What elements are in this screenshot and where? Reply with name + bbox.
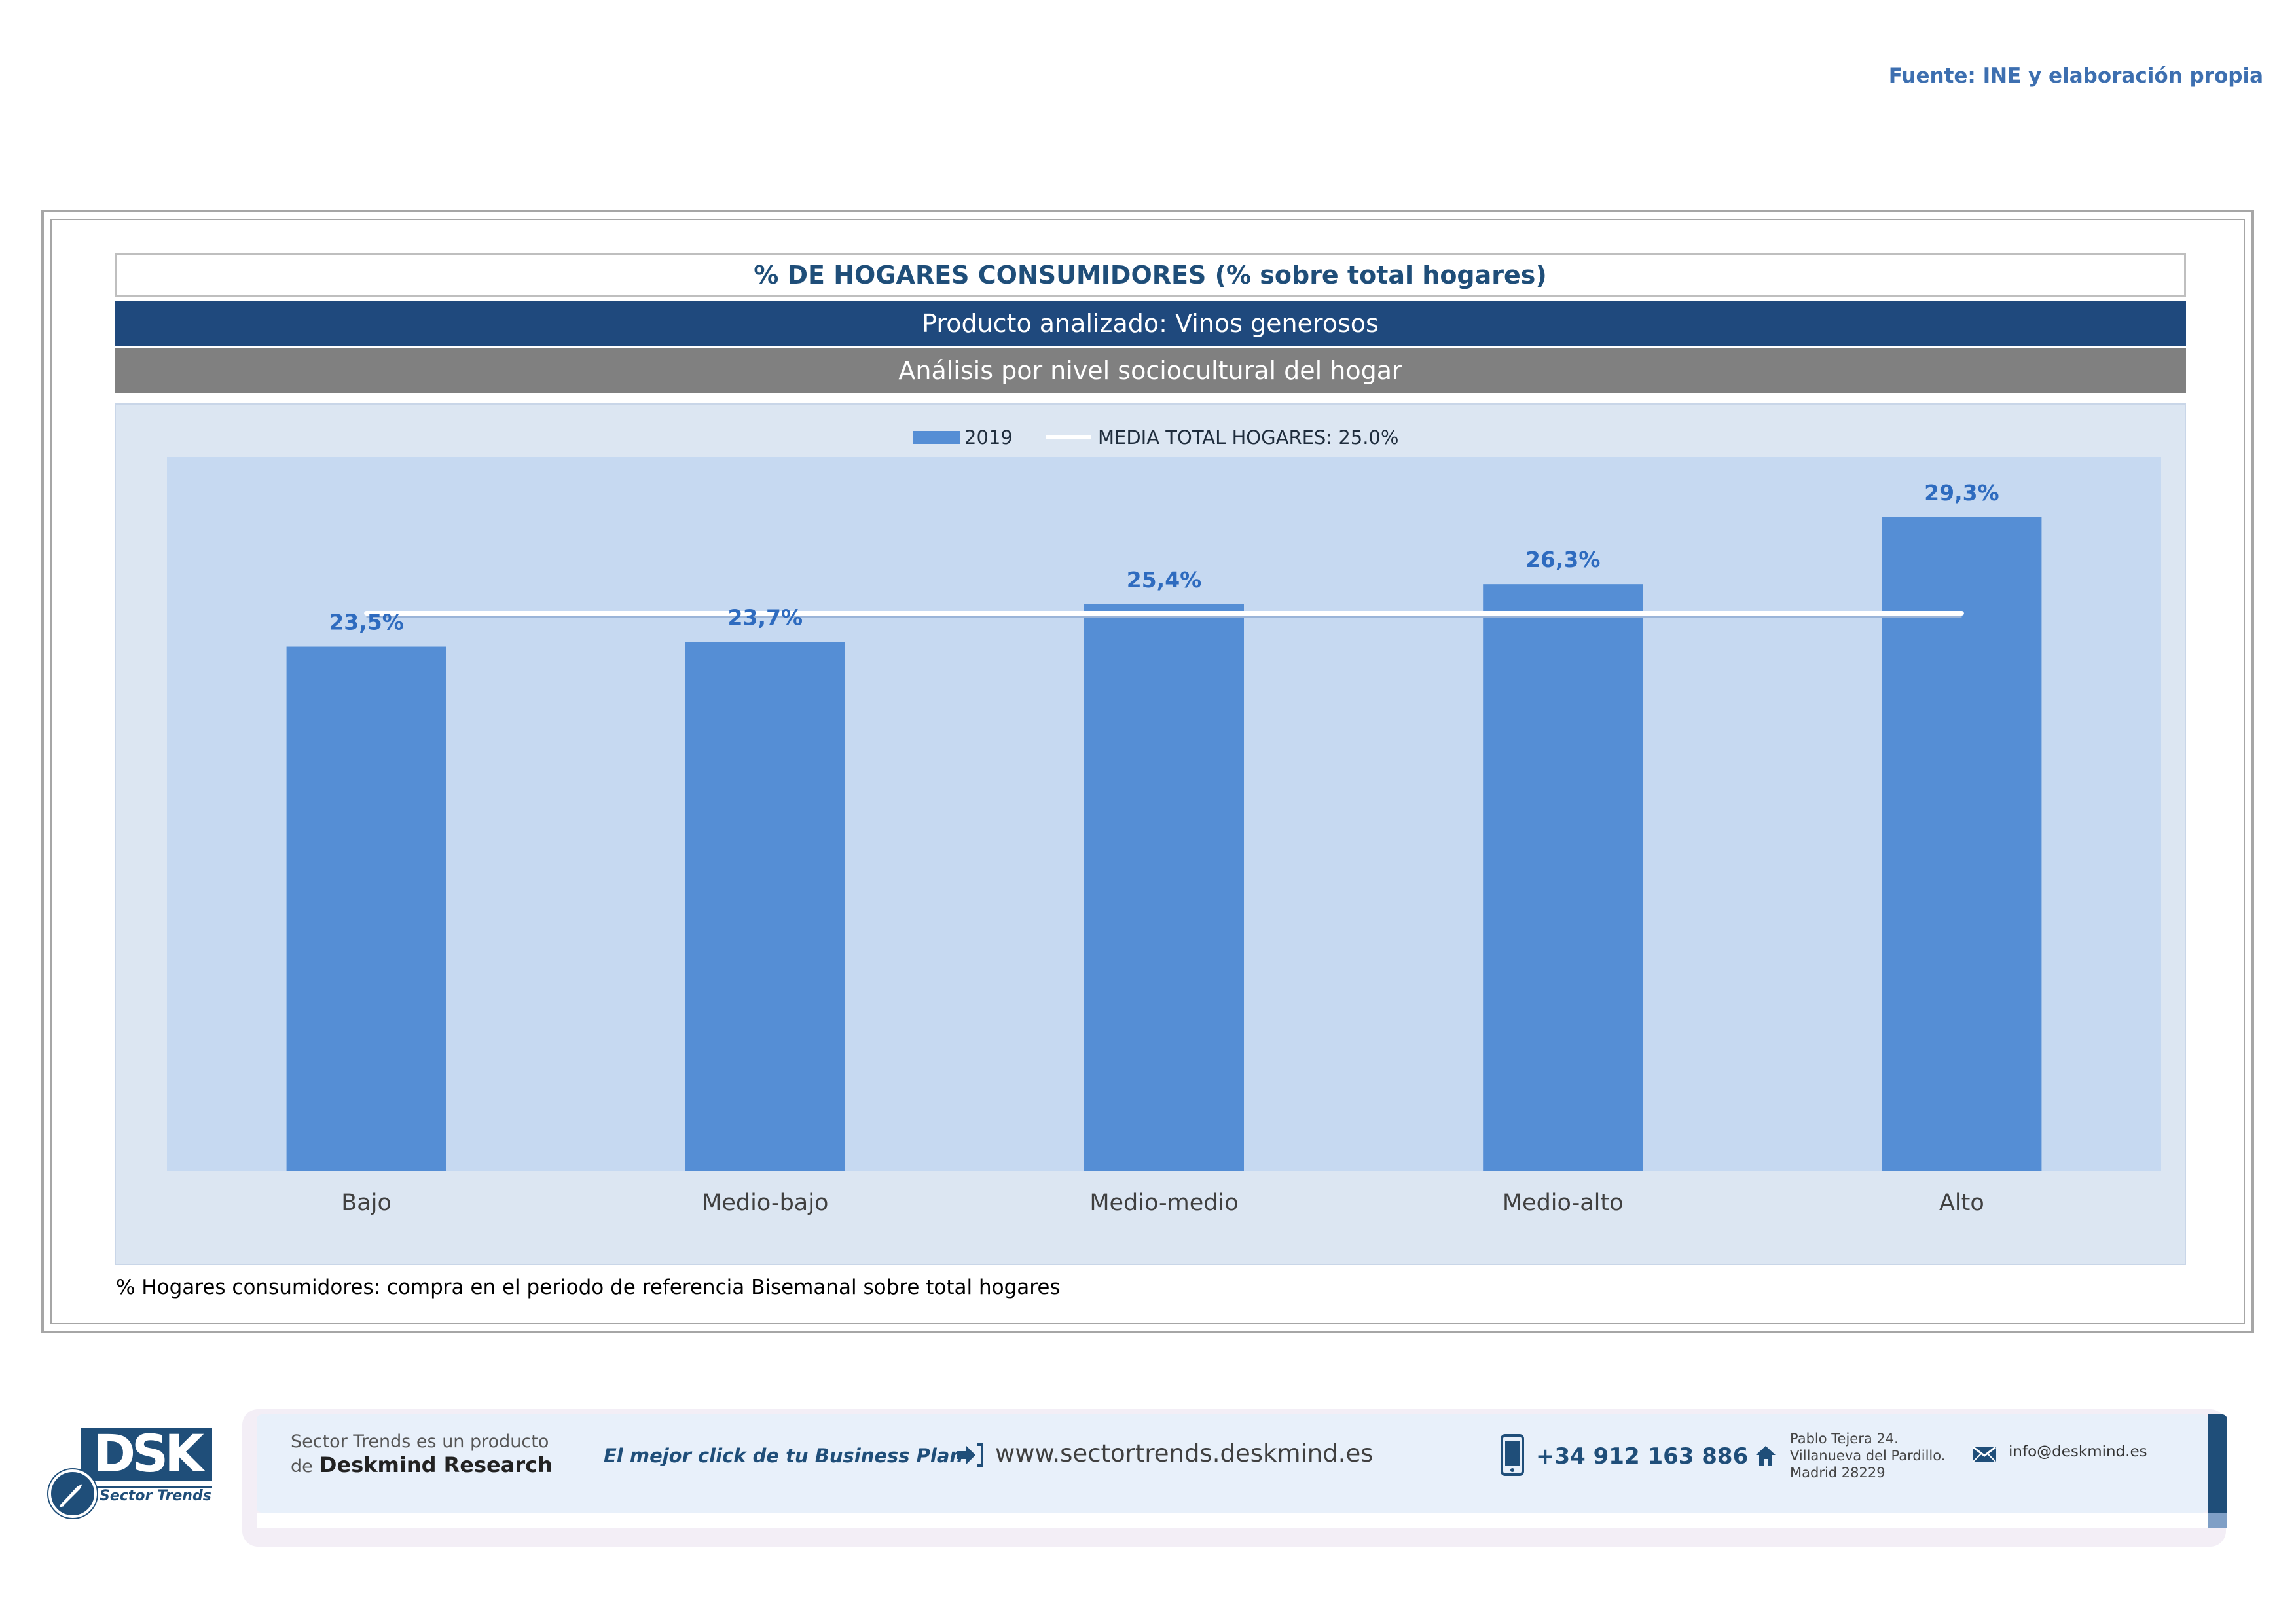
logo-subtitle: Sector Trends (100, 1488, 211, 1504)
legend-label-average: MEDIA TOTAL HOGARES: 25.0% (1098, 426, 1398, 449)
legend-label-2019: 2019 (964, 426, 1013, 449)
rocket-icon (48, 1469, 97, 1518)
banner-de: de (291, 1456, 313, 1477)
value-label-alto: 29,3% (1924, 480, 1999, 506)
chart-legend: 2019 MEDIA TOTAL HOGARES: 25.0% (913, 426, 1398, 449)
logo-wordmark: DSK (81, 1425, 212, 1484)
report-inner-frame (50, 219, 2245, 1324)
arrow-in-icon (956, 1441, 985, 1469)
banner-right-accent (2208, 1414, 2227, 1513)
address-line-2: Villanueva del Pardillo. (1790, 1448, 1946, 1464)
category-label-medio-medio: Medio-medio (1089, 1190, 1238, 1216)
banner-slogan: El mejor click de tu Business Plan (604, 1445, 964, 1467)
website-link[interactable]: www.sectortrends.deskmind.es (995, 1439, 1374, 1467)
source-note: Fuente: INE y elaboración propia (1888, 64, 2263, 88)
banner-right-accent-low (2208, 1513, 2227, 1528)
banner-intro-line: Sector Trends es un producto (291, 1431, 549, 1452)
banner-brand: Deskmind Research (319, 1452, 553, 1477)
footnote: % Hogares consumidores: compra en el per… (116, 1276, 1061, 1299)
product-header: Producto analizado: Vinos generosos (115, 301, 2186, 346)
bar-medio-alto (1483, 584, 1643, 1171)
report-frame: % DE HOGARES CONSUMIDORES (% sobre total… (41, 210, 2254, 1333)
chart-title: % DE HOGARES CONSUMIDORES (% sobre total… (115, 253, 2186, 297)
footer-banner: DSK Sector Trends Sector Trends es un pr… (0, 1401, 2296, 1552)
analysis-header: Análisis por nivel sociocultural del hog… (115, 348, 2186, 393)
address-line-3: Madrid 28229 (1790, 1465, 1886, 1481)
banner-body (257, 1414, 2208, 1513)
bar-bajo (286, 646, 446, 1171)
value-label-bajo: 23,5% (329, 610, 403, 635)
bar-medio-bajo (685, 642, 845, 1171)
phone-icon (1499, 1434, 1525, 1476)
phone-number[interactable]: +34 912 163 886 (1536, 1443, 1749, 1469)
category-label-medio-alto: Medio-alto (1503, 1190, 1624, 1216)
mail-icon (1972, 1446, 1997, 1463)
value-label-medio-alto: 26,3% (1525, 547, 1601, 572)
value-label-medio-bajo: 23,7% (728, 605, 803, 631)
category-label-alto: Alto (1939, 1190, 1984, 1216)
legend-swatch-2019 (913, 431, 960, 444)
bar-chart: 2019 MEDIA TOTAL HOGARES: 25.0% 23,5% 23,… (167, 426, 2161, 1216)
value-label-medio-medio: 25,4% (1127, 567, 1202, 593)
dsk-logo: DSK Sector Trends (45, 1425, 221, 1526)
chart-panel: 2019 MEDIA TOTAL HOGARES: 25.0% 23,5% 23,… (115, 403, 2186, 1265)
category-label-bajo: Bajo (341, 1190, 392, 1216)
home-icon (1755, 1445, 1777, 1467)
bar-alto (1882, 517, 2042, 1171)
banner-brand-line: de Deskmind Research (291, 1452, 553, 1477)
category-label-medio-bajo: Medio-bajo (702, 1190, 828, 1216)
banner-bottom-strip (257, 1513, 2208, 1528)
logo-divider (81, 1486, 212, 1488)
address: Pablo Tejera 24. Villanueva del Pardillo… (1790, 1430, 1945, 1481)
address-line-1: Pablo Tejera 24. (1790, 1431, 1899, 1447)
bar-medio-medio (1084, 604, 1244, 1171)
email-link[interactable]: info@deskmind.es (2009, 1443, 2147, 1460)
